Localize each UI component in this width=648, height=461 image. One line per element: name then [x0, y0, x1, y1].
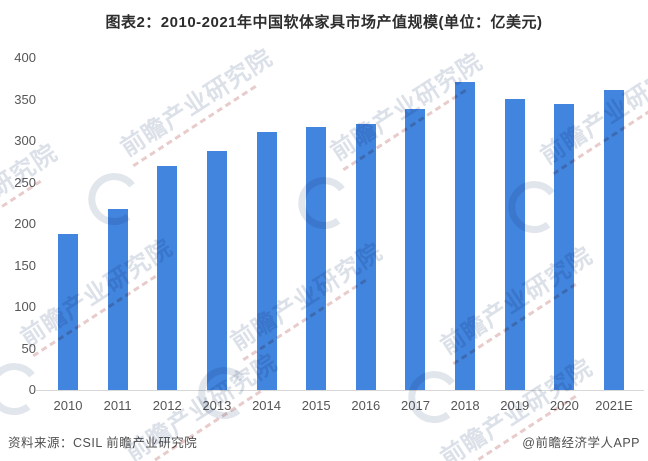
y-axis-tick-label: 250 [14, 174, 36, 190]
x-axis-tick-label: 2014 [252, 398, 281, 413]
bar-2017 [405, 108, 426, 390]
y-axis-tick-label: 50 [21, 340, 36, 356]
y-axis-tick-label: 400 [14, 50, 36, 65]
bar-2018 [455, 82, 476, 390]
x-axis-line [36, 390, 644, 391]
y-axis-tick-label: 300 [14, 133, 36, 148]
x-axis-tick-label: 2019 [500, 398, 530, 413]
x-axis-tick-label: 2021E [595, 398, 633, 413]
source-note: 资料来源：CSIL 前瞻产业研究院 [8, 436, 198, 450]
x-axis-tick-label: 2020 [549, 398, 579, 413]
x-axis-tick-label: 2013 [202, 398, 232, 413]
y-axis-tick-label: 100 [14, 299, 36, 314]
x-axis-tick-label: 2015 [301, 398, 331, 413]
bar-2015 [306, 126, 327, 390]
x-axis-tick-label: 2018 [450, 398, 480, 413]
bar-2013 [206, 150, 227, 390]
x-axis-tick-label: 2012 [152, 398, 182, 413]
y-axis-tick-label: 150 [14, 257, 36, 273]
bar-2020 [554, 104, 575, 390]
x-axis-tick-label: 2010 [53, 398, 83, 413]
bar-2021E [604, 90, 625, 390]
chart-title: 图表2：2010-2021年中国软体家具市场产值规模(单位：亿美元) [105, 14, 543, 31]
y-axis-tick-label: 200 [14, 216, 36, 231]
y-axis-tick-label: 0 [28, 382, 36, 397]
x-axis-tick-label: 2016 [351, 398, 381, 413]
x-axis-tick-label: 2017 [401, 398, 430, 413]
bar-2011 [107, 209, 128, 390]
bar-2016 [355, 124, 376, 390]
bar-2019 [504, 98, 525, 390]
x-axis-tick-label: 2011 [103, 398, 132, 413]
y-axis-tick-label: 350 [14, 91, 36, 107]
bar-2014 [256, 131, 277, 390]
bar-2010 [58, 233, 78, 390]
bar-2012 [157, 165, 178, 390]
credit-note: @前瞻经济学人APP [522, 436, 640, 450]
